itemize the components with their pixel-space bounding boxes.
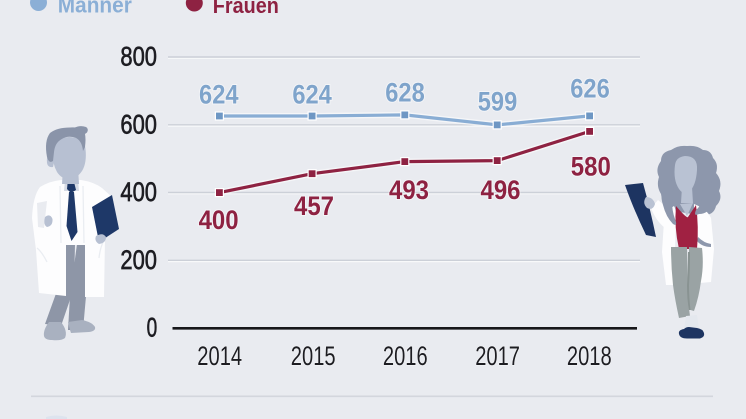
svg-text:580: 580 — [571, 151, 611, 181]
svg-text:2015: 2015 — [291, 341, 336, 371]
svg-text:628: 628 — [385, 78, 425, 108]
svg-text:493: 493 — [389, 175, 429, 205]
svg-text:800: 800 — [120, 42, 157, 72]
svg-text:457: 457 — [294, 191, 334, 221]
svg-text:2017: 2017 — [475, 341, 520, 371]
svg-text:400: 400 — [199, 205, 239, 235]
svg-text:496: 496 — [481, 175, 521, 205]
svg-text:626: 626 — [570, 74, 610, 104]
svg-text:400: 400 — [120, 177, 157, 207]
svg-text:Frauen: Frauen — [213, 0, 279, 18]
svg-text:2018: 2018 — [567, 341, 612, 371]
svg-text:200: 200 — [120, 245, 157, 275]
svg-text:624: 624 — [292, 79, 332, 109]
svg-text:2016: 2016 — [383, 341, 428, 371]
svg-text:624: 624 — [199, 79, 239, 109]
svg-text:599: 599 — [478, 86, 518, 116]
svg-text:2014: 2014 — [197, 341, 242, 371]
svg-text:0: 0 — [147, 313, 158, 343]
svg-text:Männer: Männer — [58, 0, 132, 17]
svg-text:600: 600 — [120, 110, 157, 140]
